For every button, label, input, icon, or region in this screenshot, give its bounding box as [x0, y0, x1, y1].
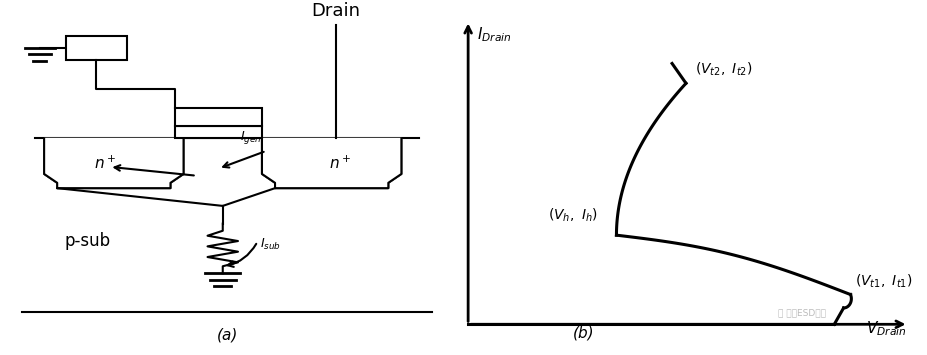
Text: $(V_{t1},\ I_{t1})$: $(V_{t1},\ I_{t1})$ — [855, 272, 913, 290]
Text: $(V_{t2},\ I_{t2})$: $(V_{t2},\ I_{t2})$ — [695, 61, 753, 78]
Text: $(V_h,\ I_h)$: $(V_h,\ I_h)$ — [548, 206, 598, 224]
Polygon shape — [175, 108, 262, 126]
Polygon shape — [66, 36, 127, 60]
Polygon shape — [175, 126, 262, 138]
Text: $I_{Drain}$: $I_{Drain}$ — [477, 26, 512, 44]
Polygon shape — [44, 138, 184, 188]
Text: $V_{Drain}$: $V_{Drain}$ — [866, 320, 906, 338]
Text: 🍅 番茄ESD小栈: 🍅 番茄ESD小栈 — [778, 308, 826, 317]
Text: (b): (b) — [573, 326, 595, 341]
Text: (a): (a) — [216, 328, 238, 343]
Text: Drain: Drain — [311, 1, 361, 20]
Polygon shape — [262, 138, 401, 188]
Text: $n^+$: $n^+$ — [94, 155, 116, 172]
Text: p-sub: p-sub — [65, 233, 110, 250]
Text: $n^+$: $n^+$ — [329, 155, 351, 172]
Text: $I_{gen}$: $I_{gen}$ — [240, 129, 261, 146]
Text: $I_{sub}$: $I_{sub}$ — [260, 237, 281, 252]
